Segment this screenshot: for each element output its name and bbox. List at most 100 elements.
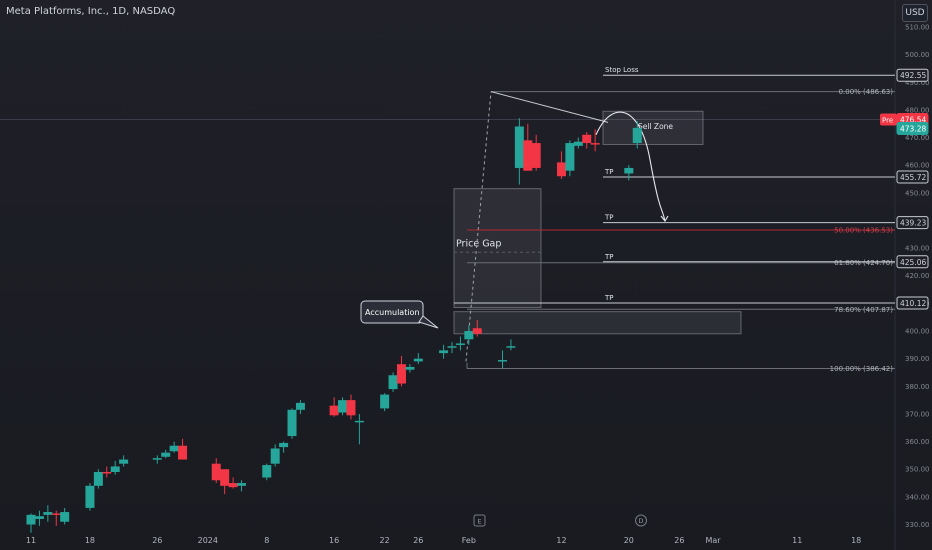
candle-up[interactable]	[287, 409, 297, 437]
pre-market-price-tag: 476.54	[900, 115, 926, 124]
candle-down[interactable]	[556, 162, 566, 177]
tp-label: TP	[604, 294, 614, 302]
date-tick-label: 11	[26, 536, 36, 545]
candle-up[interactable]	[380, 394, 390, 409]
candle-down[interactable]	[523, 140, 533, 171]
earnings-event-badge[interactable]	[473, 514, 486, 527]
candle-down[interactable]	[102, 471, 112, 474]
fib-level-label: 78.60% (407.87)	[834, 306, 893, 314]
date-tick-label: 8	[264, 536, 269, 545]
earnings-event-label: E	[477, 518, 481, 526]
pre-badge-bg	[880, 113, 897, 126]
candle-down[interactable]	[211, 463, 221, 481]
candle-down[interactable]	[531, 143, 541, 168]
date-tick-label: 16	[329, 536, 339, 545]
candle-up[interactable]	[169, 445, 179, 452]
candle-up[interactable]	[161, 452, 171, 457]
candle-up[interactable]	[34, 516, 44, 519]
date-tick-label: 26	[413, 536, 423, 545]
stop-loss-label: Stop Loss	[605, 66, 639, 74]
candle-up[interactable]	[565, 143, 575, 171]
accumulation-callout-box	[360, 300, 424, 324]
price-tick-label: 490.00	[905, 79, 930, 87]
candle-up[interactable]	[119, 459, 129, 464]
price-tick-label: 450.00	[905, 189, 930, 197]
candle-up[interactable]	[270, 448, 280, 464]
candle-down[interactable]	[51, 513, 61, 515]
candle-up[interactable]	[455, 343, 465, 345]
level-price-tag: 425.06	[900, 258, 926, 267]
candle-down[interactable]	[582, 134, 592, 144]
date-tick-label: Feb	[462, 536, 476, 545]
level-price-tag-bg	[896, 216, 929, 230]
candle-down[interactable]	[228, 483, 238, 488]
candle-up[interactable]	[93, 471, 103, 486]
price-tick-label: 430.00	[905, 245, 930, 253]
candle-down[interactable]	[329, 405, 339, 416]
candle-down[interactable]	[178, 445, 188, 460]
candle-up[interactable]	[405, 366, 415, 370]
candle-up[interactable]	[85, 485, 95, 508]
price-tick-label: 350.00	[905, 466, 930, 474]
candle-up[interactable]	[60, 512, 70, 522]
level-price-tag-bg	[896, 255, 929, 269]
date-tick-label: 2024	[198, 536, 218, 545]
candle-up[interactable]	[152, 458, 162, 460]
candle-up[interactable]	[413, 358, 423, 362]
currency-button[interactable]: USD	[902, 4, 928, 22]
date-tick-label: 26	[152, 536, 162, 545]
date-tick-label: 18	[851, 536, 861, 545]
accumulation-callout-pointer	[418, 315, 439, 329]
fib-level-label: 0.00% (486.63)	[839, 88, 894, 96]
pre-badge-label: Pre	[882, 116, 893, 124]
candle-up[interactable]	[110, 466, 120, 472]
candle-up[interactable]	[26, 514, 36, 525]
date-tick-label: 18	[85, 536, 95, 545]
level-price-tag-bg	[896, 296, 929, 310]
candle-up[interactable]	[632, 127, 642, 144]
candle-up[interactable]	[573, 141, 583, 146]
candle-up[interactable]	[498, 360, 508, 362]
level-price-tag: 455.72	[900, 173, 926, 182]
candle-up[interactable]	[279, 442, 289, 448]
candle-up[interactable]	[388, 375, 398, 390]
candle-up[interactable]	[514, 126, 524, 168]
candle-up[interactable]	[338, 400, 348, 413]
candle-up[interactable]	[262, 465, 272, 478]
price-tick-label: 510.00	[905, 23, 930, 31]
level-price-tag-bg	[896, 170, 929, 184]
candle-down[interactable]	[590, 143, 600, 145]
date-tick-label: 12	[556, 536, 566, 545]
price-gap-label: Price Gap	[456, 239, 501, 250]
candle-down[interactable]	[220, 469, 230, 486]
candle-up[interactable]	[237, 483, 246, 486]
date-tick-label: 26	[674, 536, 684, 545]
price-tick-label: 420.00	[905, 272, 930, 280]
price-tick-label: 390.00	[905, 355, 930, 363]
date-tick-label: 22	[380, 536, 390, 545]
candle-down[interactable]	[396, 364, 406, 384]
candle-up[interactable]	[624, 167, 634, 174]
candle-down[interactable]	[346, 400, 356, 416]
candle-up[interactable]	[43, 512, 53, 515]
candle-up[interactable]	[354, 420, 364, 423]
level-price-tag: 439.23	[900, 219, 926, 228]
price-gap-box	[453, 188, 542, 309]
candle-up[interactable]	[447, 346, 457, 348]
price-tick-label: 480.00	[905, 106, 930, 114]
accumulation-label: Accumulation	[365, 308, 420, 317]
candle-up[interactable]	[439, 350, 449, 354]
dividend-event-badge[interactable]	[635, 514, 647, 527]
candle-up[interactable]	[464, 331, 474, 340]
date-tick-label: Mar	[705, 536, 721, 545]
projection-arrow-head	[660, 215, 669, 222]
candle-up[interactable]	[506, 346, 516, 348]
candle-up[interactable]	[295, 402, 305, 410]
date-tick-label: 20	[624, 536, 634, 545]
fib-level-label: 100.00% (386.42)	[830, 365, 894, 373]
candle-down[interactable]	[472, 328, 482, 334]
tp-label: TP	[604, 214, 614, 222]
fib-level-label: 50.00% (436.53)	[834, 227, 893, 235]
